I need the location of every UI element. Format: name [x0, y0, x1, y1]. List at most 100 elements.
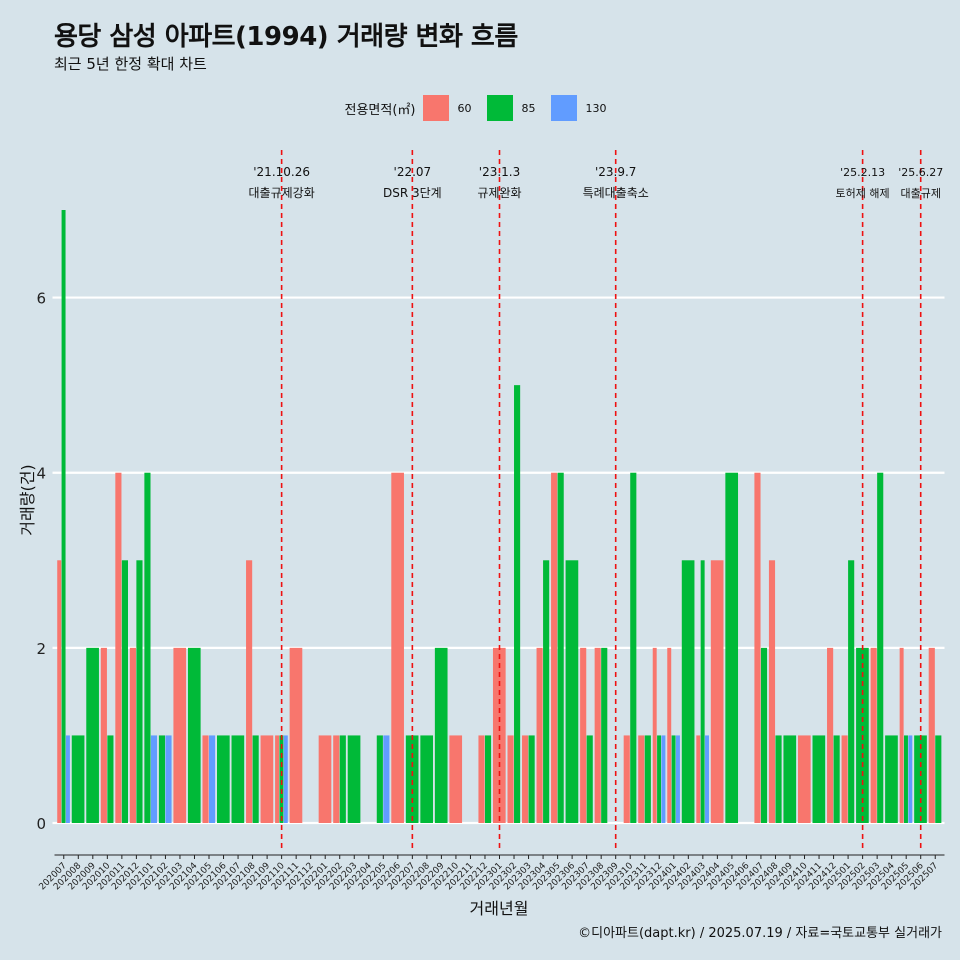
- bar-202101-85: [144, 472, 151, 823]
- bar-202208-85: [420, 735, 434, 823]
- bar-202408-85: [775, 735, 782, 823]
- y-tick-label-0: 0: [36, 815, 46, 833]
- bar-202402-85: [681, 560, 695, 823]
- bar-202109-60: [260, 735, 274, 823]
- bar-202206-60: [391, 472, 404, 823]
- bar-202110-130: [283, 735, 288, 823]
- bar-202403-85: [700, 560, 705, 823]
- bar-202304-60: [536, 647, 543, 823]
- bar-202311-85: [644, 735, 651, 823]
- event-label-6: 대출규제: [900, 187, 940, 200]
- bar-202407-85: [760, 647, 768, 823]
- legend-item-130: 130: [551, 95, 609, 121]
- bar-202505-130: [908, 735, 913, 823]
- bar-202401-60: [667, 647, 672, 823]
- bar-202303-85: [528, 735, 535, 823]
- chart-subtitle: 최근 5년 한정 확대 차트: [54, 55, 207, 73]
- bar-202207-85: [405, 735, 419, 823]
- bar-202305-60: [551, 472, 558, 823]
- event-label-3: 규제완화: [477, 186, 521, 200]
- bar-202101-130: [150, 735, 158, 823]
- bar-202506-85: [914, 735, 927, 823]
- event-date-3: '23.1.3: [479, 165, 520, 179]
- bar-202401-130: [675, 735, 680, 823]
- bar-202308-85: [601, 647, 608, 823]
- bar-202407-60: [754, 472, 761, 823]
- event-date-1: '21.10.26: [253, 165, 310, 179]
- bar-202501-85: [848, 560, 855, 823]
- bar-202410-60: [797, 735, 811, 823]
- event-label-4: 특례대출축소: [583, 186, 649, 200]
- event-label-1: 대출규제강화: [249, 186, 315, 200]
- bar-202209-85: [434, 647, 448, 823]
- bar-202403-60: [696, 735, 701, 823]
- bar-202105-60: [202, 735, 209, 823]
- bar-202007-85: [61, 210, 66, 823]
- bars-layer: [57, 210, 942, 823]
- bar-202501-60: [841, 735, 848, 823]
- event-label-5: 토허제 해제: [836, 186, 890, 200]
- bar-202307-60: [580, 647, 587, 823]
- event-date-5: '25.2.13: [840, 166, 885, 179]
- bar-202012-60: [129, 647, 136, 823]
- bar-202012-85: [136, 560, 143, 823]
- x-axis-title: 거래년월: [470, 899, 529, 918]
- bar-202303-60: [522, 735, 529, 823]
- bar-202311-60: [638, 735, 645, 823]
- bar-202302-85: [514, 385, 521, 823]
- bar-202007-130: [65, 735, 70, 823]
- bar-202505-85: [904, 735, 908, 823]
- bar-202010-85: [107, 735, 114, 823]
- bar-202310-85: [630, 472, 637, 823]
- bar-202401-85: [671, 735, 676, 823]
- bar-202403-130: [705, 735, 709, 823]
- bar-202504-85: [885, 735, 898, 823]
- event-lines-layer: '21.10.26 대출규제강화 '22.07 DSR 3단계 '23.1.3 규제완화 '…: [249, 150, 943, 850]
- bar-202503-85: [877, 472, 884, 823]
- legend-swatch-85: [487, 95, 514, 121]
- bar-202202-60: [333, 735, 340, 823]
- bar-202305-85: [557, 472, 564, 823]
- bar-202212-60: [478, 735, 485, 823]
- bar-202308-60: [594, 647, 601, 823]
- bar-202412-85: [833, 735, 840, 823]
- bar-202404-60: [710, 560, 724, 823]
- bar-202405-85: [725, 472, 739, 823]
- bar-202009-85: [86, 647, 99, 823]
- y-tick-label-6: 6: [36, 290, 46, 308]
- bar-202102-85: [158, 735, 166, 823]
- legend-title: 전용면적(㎡): [344, 102, 416, 118]
- legend-label-60: 60: [457, 101, 472, 115]
- bar-202302-60: [507, 735, 514, 823]
- bar-202312-85: [657, 735, 662, 823]
- bar-202411-85: [812, 735, 826, 823]
- y-axis-title: 거래량(건): [18, 464, 37, 535]
- legend-item-60: 60: [423, 95, 481, 121]
- bar-202205-85: [376, 735, 383, 823]
- bar-202201-60: [318, 735, 332, 823]
- y-tick-label-2: 2: [36, 640, 46, 658]
- bar-202212-85: [484, 735, 492, 823]
- bar-202108-60: [246, 560, 253, 823]
- source-caption: ©디아파트(dapt.kr) / 2025.07.19 / 자료=국토교통부 실…: [578, 926, 942, 941]
- bar-202312-60: [652, 647, 657, 823]
- event-date-6: '25.6.27: [898, 166, 943, 179]
- bar-202507-85: [935, 735, 942, 823]
- bar-202107-85: [231, 735, 245, 823]
- bar-202202-85: [339, 735, 346, 823]
- legend: 전용면적(㎡) 60 85 130: [0, 93, 960, 123]
- bar-202103-60: [173, 647, 187, 823]
- bar-202203-85: [347, 735, 361, 823]
- bar-202110-85: [279, 735, 284, 823]
- event-date-2: '22.07: [394, 165, 432, 179]
- bar-202110-60: [275, 735, 280, 823]
- bar-202205-130: [383, 735, 390, 823]
- y-tick-label-4: 4: [36, 465, 46, 483]
- bar-202010-60: [100, 647, 107, 823]
- event-label-2: DSR 3단계: [383, 186, 442, 200]
- bar-202310-60: [623, 735, 630, 823]
- bar-202409-85: [783, 735, 797, 823]
- legend-label-130: 130: [585, 101, 607, 115]
- chart-title: 용당 삼성 아파트(1994) 거래량 변화 흐름: [54, 22, 518, 52]
- bar-202011-85: [121, 560, 128, 823]
